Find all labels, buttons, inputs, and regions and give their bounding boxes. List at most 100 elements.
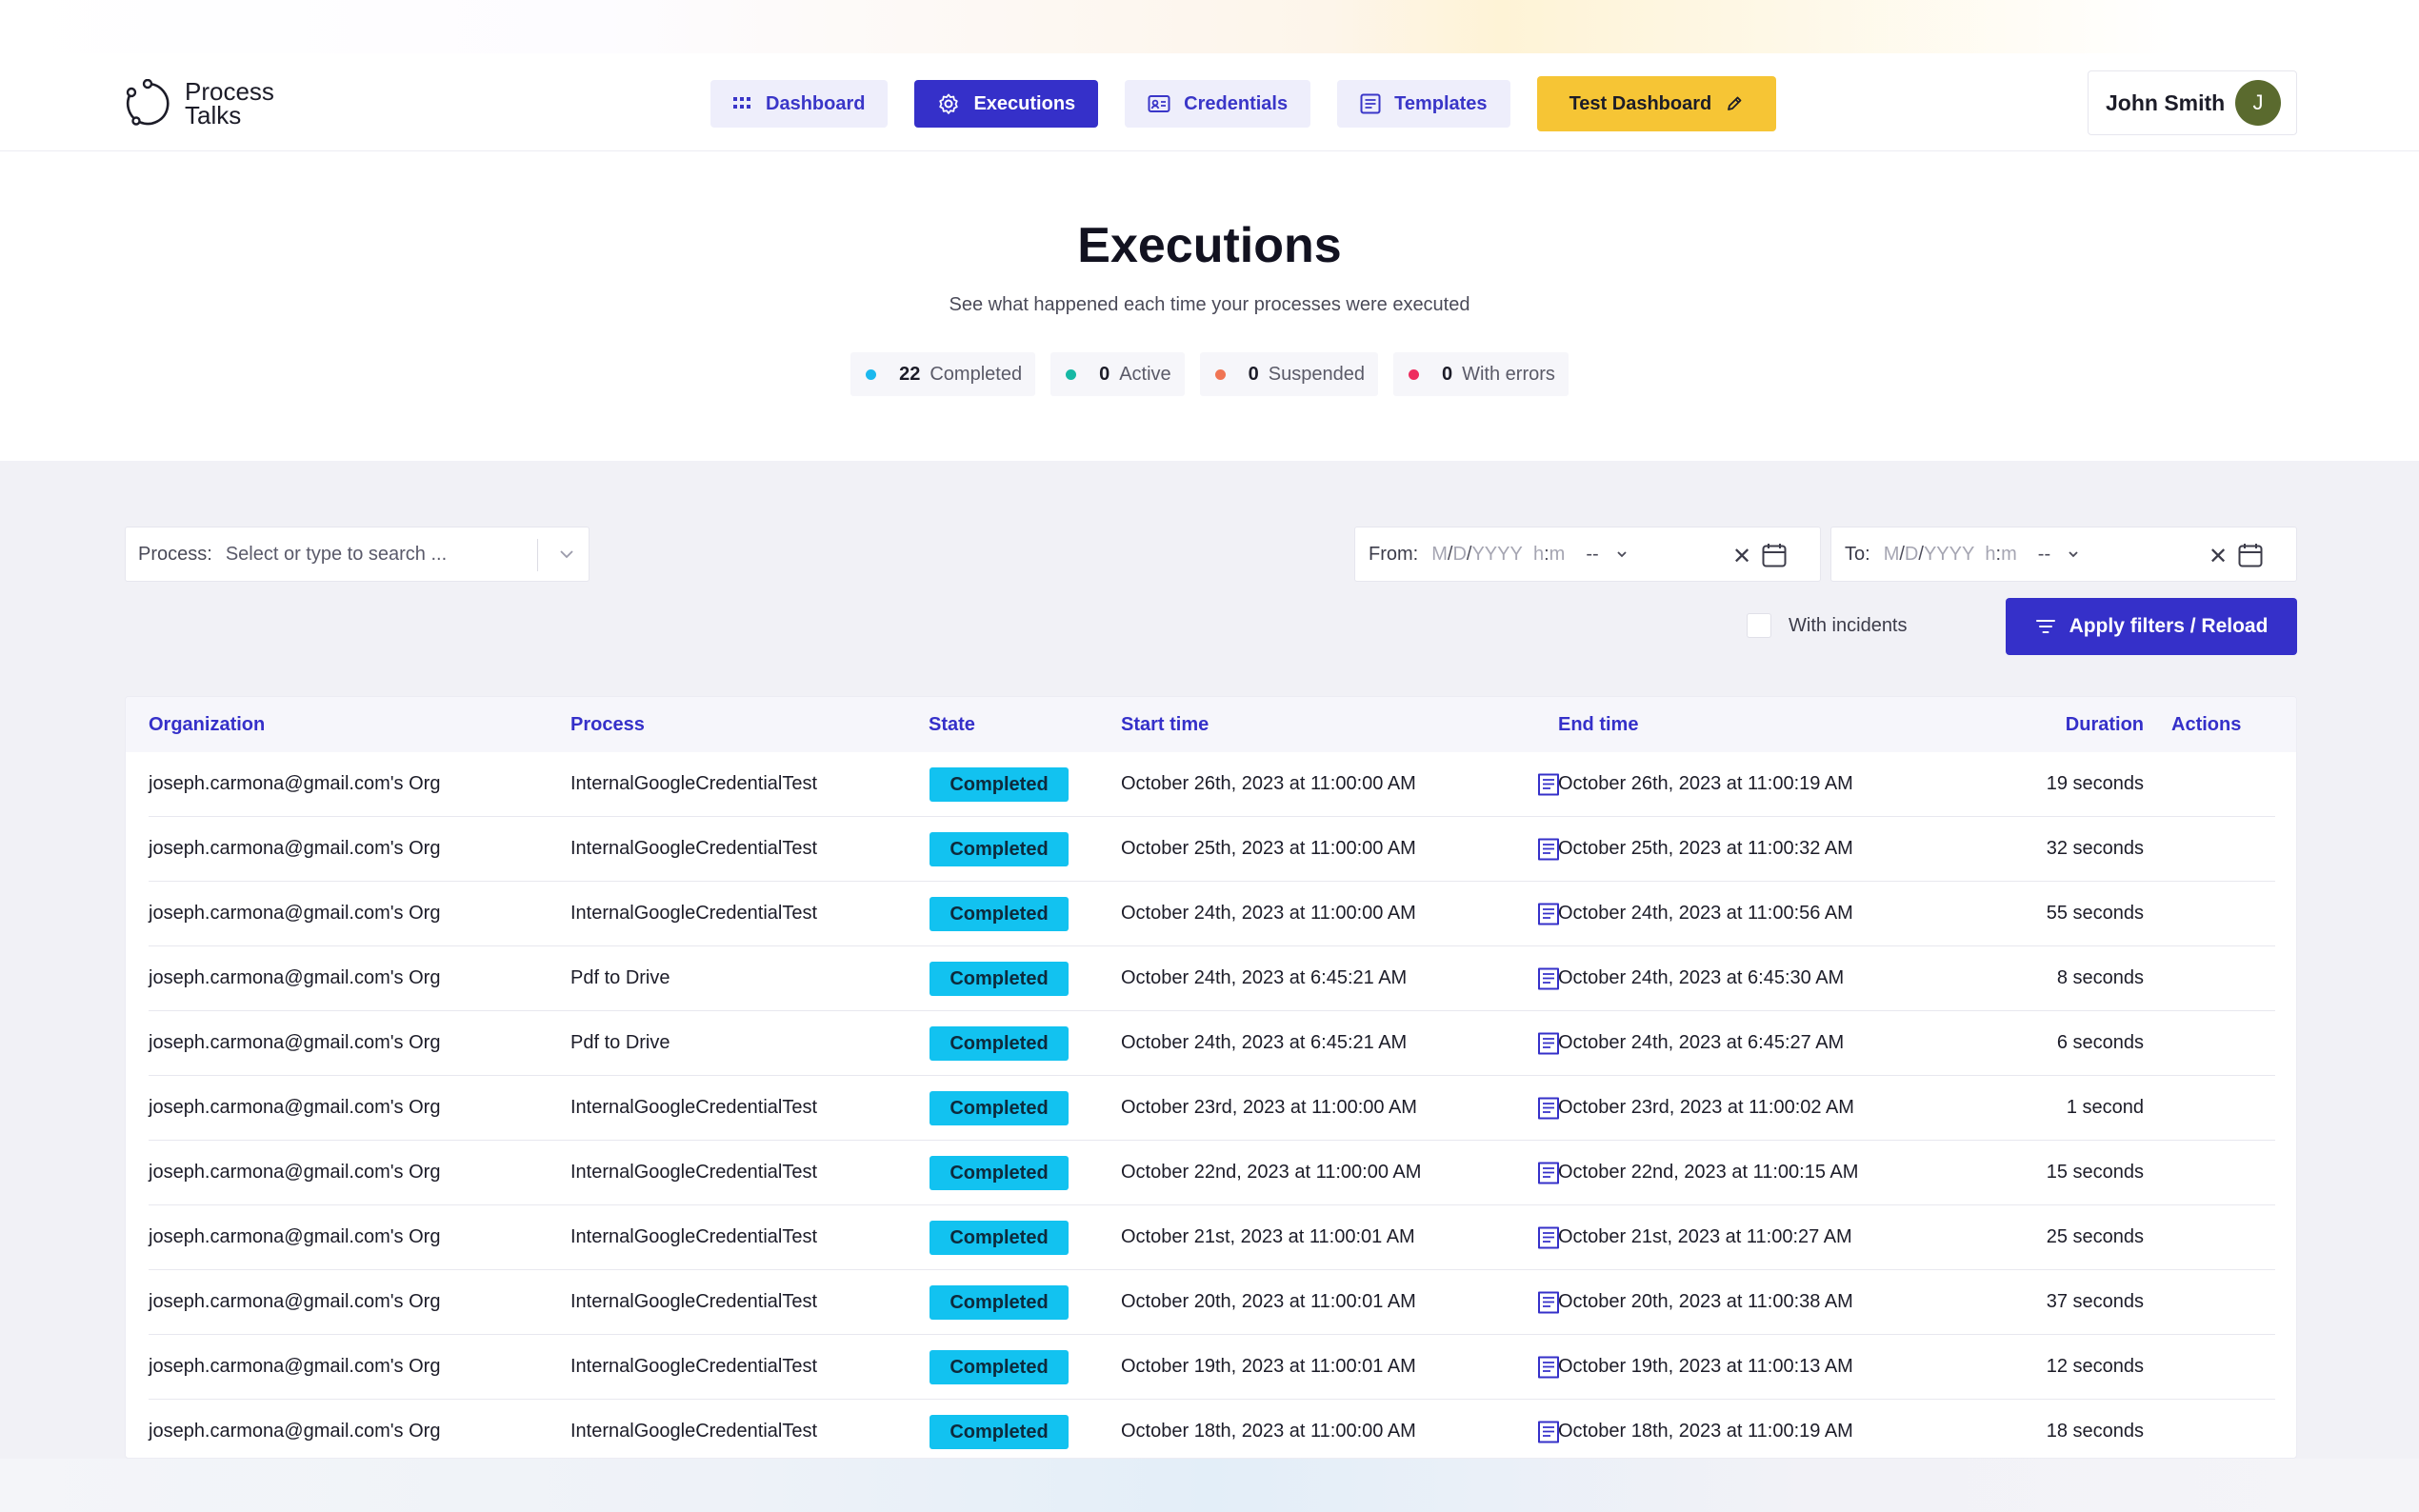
- nav-credentials-button[interactable]: Credentials: [1125, 80, 1311, 128]
- clear-to-date-icon[interactable]: ✕: [2209, 544, 2229, 569]
- view-details-icon[interactable]: [1536, 837, 1561, 862]
- nav-templates-button[interactable]: Templates: [1337, 80, 1510, 128]
- table-row[interactable]: joseph.carmona@gmail.com's Org InternalGo…: [149, 817, 2275, 882]
- nav-templates-label: Templates: [1394, 92, 1488, 114]
- nav-test-dashboard-button[interactable]: Test Dashboard: [1536, 76, 1777, 131]
- bottom-scroll-fade: [0, 1459, 2419, 1512]
- nav-dashboard-button[interactable]: Dashboard: [710, 80, 889, 128]
- status-badge: Completed: [930, 1156, 1069, 1190]
- to-date-input[interactable]: M/D/YYYY h:m: [1883, 543, 2017, 565]
- cell-organization: joseph.carmona@gmail.com's Org: [149, 1226, 441, 1247]
- calendar-icon[interactable]: [2237, 542, 2264, 568]
- to-date-picker[interactable]: To: M/D/YYYY h:m -- ✕: [1830, 527, 2297, 582]
- app-header: Process Talks Dashboard Executions: [0, 53, 2419, 151]
- view-details-icon[interactable]: [1536, 1161, 1561, 1185]
- chevron-down-icon[interactable]: [1612, 545, 1631, 564]
- chevron-down-icon[interactable]: [556, 544, 577, 565]
- gear-icon: [939, 93, 959, 114]
- cell-end-time: October 25th, 2023 at 11:00:32 AM: [1558, 838, 1853, 859]
- from-date-input[interactable]: M/D/YYYY h:m: [1431, 543, 1566, 565]
- cell-end-time: October 24th, 2023 at 11:00:56 AM: [1558, 903, 1853, 924]
- chevron-down-icon[interactable]: [2064, 545, 2083, 564]
- cell-start-time: October 24th, 2023 at 11:00:00 AM: [1121, 903, 1416, 924]
- cell-duration: 19 seconds: [2046, 773, 2144, 794]
- table-row[interactable]: joseph.carmona@gmail.com's Org InternalGo…: [149, 752, 2275, 817]
- view-details-icon[interactable]: [1536, 1096, 1561, 1121]
- process-filter-select[interactable]: Process: Select or type to search ...: [125, 527, 590, 582]
- cell-organization: joseph.carmona@gmail.com's Org: [149, 773, 441, 794]
- table-row[interactable]: joseph.carmona@gmail.com's Org InternalGo…: [149, 1141, 2275, 1205]
- brand-name: Process Talks: [185, 79, 290, 128]
- cell-duration: 37 seconds: [2046, 1291, 2144, 1312]
- cell-process: Pdf to Drive: [570, 967, 670, 988]
- cell-start-time: October 19th, 2023 at 11:00:01 AM: [1121, 1356, 1416, 1377]
- cell-duration: 25 seconds: [2046, 1226, 2144, 1247]
- table-row[interactable]: joseph.carmona@gmail.com's Org InternalGo…: [149, 1205, 2275, 1270]
- executions-table: Organization Process State Start time En…: [125, 696, 2297, 1459]
- brand-logo[interactable]: Process Talks: [124, 78, 290, 129]
- active-dot-icon: [1066, 368, 1077, 380]
- calendar-icon[interactable]: [1761, 542, 1788, 568]
- cell-organization: joseph.carmona@gmail.com's Org: [149, 1032, 441, 1053]
- to-ampm-select[interactable]: --: [2037, 543, 2051, 565]
- table-row[interactable]: joseph.carmona@gmail.com's Org Pdf to Dri…: [149, 946, 2275, 1011]
- status-badge: Completed: [930, 1221, 1069, 1255]
- table-row[interactable]: joseph.carmona@gmail.com's Org InternalGo…: [149, 1335, 2275, 1400]
- process-filter-placeholder[interactable]: Select or type to search ...: [225, 543, 448, 565]
- cell-duration: 15 seconds: [2046, 1162, 2144, 1183]
- nav-dashboard-label: Dashboard: [766, 92, 866, 114]
- clear-from-date-icon[interactable]: ✕: [1732, 544, 1752, 569]
- view-details-icon[interactable]: [1536, 772, 1561, 797]
- status-badge: Completed: [930, 1350, 1069, 1384]
- document-icon: [1360, 93, 1381, 114]
- with-incidents-checkbox[interactable]: [1747, 613, 1771, 638]
- view-details-icon[interactable]: [1536, 1225, 1561, 1250]
- view-details-icon[interactable]: [1536, 1420, 1561, 1444]
- column-process[interactable]: Process: [570, 714, 645, 735]
- grid-icon: [733, 97, 750, 109]
- from-date-picker[interactable]: From: M/D/YYYY h:m -- ✕: [1354, 527, 1821, 582]
- process-talks-logo-icon: [126, 79, 170, 126]
- view-details-icon[interactable]: [1536, 966, 1561, 991]
- view-details-icon[interactable]: [1536, 902, 1561, 926]
- nav-executions-button[interactable]: Executions: [914, 80, 1099, 128]
- column-state[interactable]: State: [929, 714, 975, 735]
- apply-filters-button[interactable]: Apply filters / Reload: [2006, 598, 2297, 655]
- view-details-icon[interactable]: [1536, 1031, 1561, 1056]
- table-row[interactable]: joseph.carmona@gmail.com's Org InternalGo…: [149, 1076, 2275, 1141]
- column-start-time[interactable]: Start time: [1121, 714, 1210, 735]
- cell-organization: joseph.carmona@gmail.com's Org: [149, 967, 441, 988]
- cell-start-time: October 26th, 2023 at 11:00:00 AM: [1121, 773, 1416, 794]
- from-date-label: From:: [1369, 543, 1419, 565]
- pencil-icon: [1728, 96, 1742, 110]
- view-details-icon[interactable]: [1536, 1290, 1561, 1315]
- column-end-time[interactable]: End time: [1558, 714, 1639, 735]
- id-card-icon: [1148, 95, 1170, 112]
- cell-organization: joseph.carmona@gmail.com's Org: [149, 1356, 441, 1377]
- table-row[interactable]: joseph.carmona@gmail.com's Org Pdf to Dri…: [149, 1011, 2275, 1076]
- table-row[interactable]: joseph.carmona@gmail.com's Org InternalGo…: [149, 1400, 2275, 1458]
- stat-completed-label: Completed: [930, 363, 1023, 385]
- column-duration[interactable]: Duration: [2065, 714, 2144, 735]
- table-row[interactable]: joseph.carmona@gmail.com's Org InternalGo…: [149, 1270, 2275, 1335]
- stat-active: 0 Active: [1050, 352, 1185, 396]
- user-name: John Smith: [2106, 90, 2226, 115]
- avatar-initial: J: [2252, 90, 2264, 114]
- view-details-icon[interactable]: [1536, 1355, 1561, 1380]
- user-menu[interactable]: John Smith J: [2088, 70, 2297, 135]
- completed-dot-icon: [866, 368, 877, 380]
- cell-end-time: October 26th, 2023 at 11:00:19 AM: [1558, 773, 1853, 794]
- stat-errors-label: With errors: [1462, 363, 1555, 385]
- table-row[interactable]: joseph.carmona@gmail.com's Org InternalGo…: [149, 882, 2275, 946]
- to-date-label: To:: [1845, 543, 1870, 565]
- column-organization[interactable]: Organization: [149, 714, 266, 735]
- from-ampm-select[interactable]: --: [1586, 543, 1599, 565]
- cell-organization: joseph.carmona@gmail.com's Org: [149, 903, 441, 924]
- status-badge: Completed: [930, 832, 1069, 866]
- cell-process: InternalGoogleCredentialTest: [570, 1162, 818, 1183]
- with-incidents-toggle[interactable]: With incidents: [1747, 613, 1908, 638]
- cell-start-time: October 18th, 2023 at 11:00:00 AM: [1121, 1421, 1416, 1442]
- stat-with-errors: 0 With errors: [1392, 352, 1569, 396]
- cell-start-time: October 24th, 2023 at 6:45:21 AM: [1121, 1032, 1408, 1053]
- column-actions: Actions: [2171, 714, 2242, 735]
